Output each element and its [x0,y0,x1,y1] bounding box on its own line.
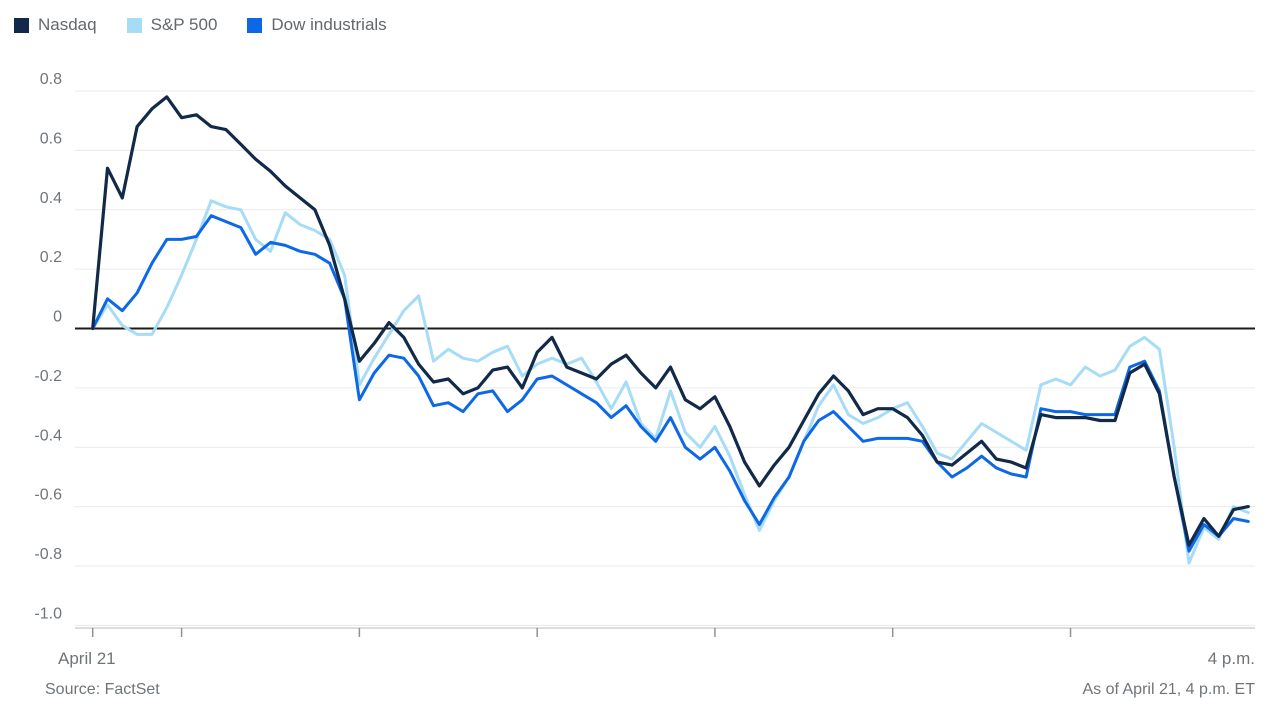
y-tick-label: -0.4 [34,427,62,444]
legend-label-dow: Dow industrials [271,15,387,34]
series-line-nasdaq [91,95,1250,547]
series-line-dow-industrials [91,214,1250,553]
x-axis-start-label: April 21 [58,649,116,668]
legend-label-sp500: S&P 500 [150,15,218,34]
x-axis [75,627,1255,637]
y-tick-label: -0.6 [34,487,62,504]
legend-label-nasdaq: Nasdaq [38,15,97,34]
gridlines [75,90,1255,626]
legend-item-sp500: S&P 500 [126,15,218,35]
y-tick-label: -0.2 [34,368,62,385]
series-line-s-p-500 [91,199,1250,565]
legend-item-nasdaq: Nasdaq [14,15,97,35]
y-tick-label: 0.4 [40,190,62,207]
y-tick-label: 0.6 [40,130,62,147]
as-of-label: As of April 21, 4 p.m. ET [1082,681,1255,698]
legend-item-dow: Dow industrials [247,15,387,35]
y-axis-labels: 0.8 0.6 0.4 0.2 0 -0.2 -0.4 -0.6 -0.8 -1.0 [34,71,62,622]
y-tick-label: 0 [53,309,62,326]
source-label: Source: FactSet [45,681,160,698]
y-tick-label: -0.8 [34,546,62,563]
series-lines [91,95,1250,565]
dow-swatch-icon [247,17,263,33]
y-tick-label: 0.2 [40,249,62,266]
sp500-swatch-icon [126,17,142,33]
y-tick-label: -1.0 [34,605,62,622]
legend: Nasdaq S&P 500 Dow industrials [14,15,387,35]
y-tick-label: 0.8 [40,71,62,88]
x-axis-end-label: 4 p.m. [1207,649,1255,668]
nasdaq-swatch-icon [14,17,29,33]
